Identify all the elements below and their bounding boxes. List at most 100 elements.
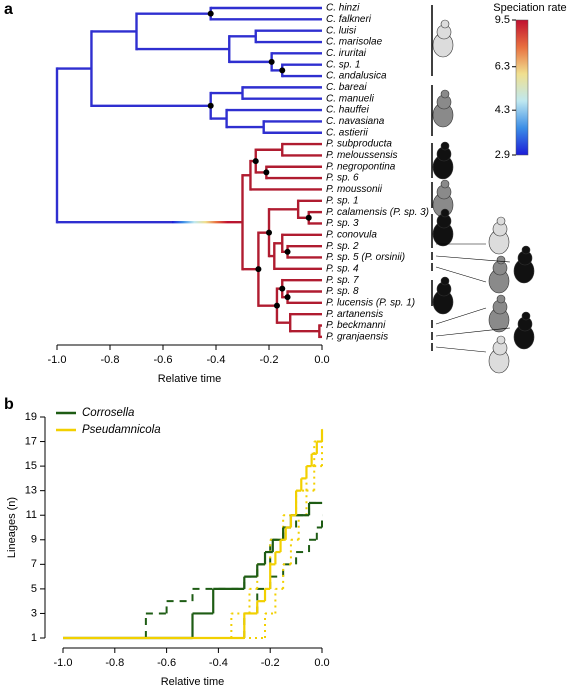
shell-icon <box>488 216 510 255</box>
x-tick-label: -0.2 <box>260 354 279 366</box>
connector <box>435 255 511 263</box>
colorbar-tick-label: 2.9 <box>495 149 510 161</box>
tip-label: P. sp. 1 <box>326 195 359 206</box>
tip-label: P. negropontina <box>326 161 396 172</box>
shell-whorl <box>496 335 506 345</box>
x-tick-label: -1.0 <box>54 657 73 669</box>
shell-icon <box>488 335 510 374</box>
tip-label: C. hauffei <box>326 105 370 116</box>
tip-label: P. lucensis (P. sp. 1) <box>326 297 415 308</box>
x-tick-label: 0.0 <box>314 354 329 366</box>
colorbar-title: Speciation rate <box>493 2 566 14</box>
y-tick-label: 11 <box>26 509 37 521</box>
legend-label: Pseudamnicola <box>82 424 161 436</box>
x-tick-label: -0.8 <box>105 657 124 669</box>
colorbar-tick-label: 6.3 <box>495 61 510 73</box>
y-tick-label: 3 <box>31 607 37 619</box>
shell-icon <box>488 294 510 333</box>
tip-label: C. falkneri <box>326 14 372 25</box>
x-tick-label: -0.2 <box>261 657 280 669</box>
y-tick-label: 15 <box>25 460 37 472</box>
shell-icon <box>432 276 454 315</box>
y-tick-label: 5 <box>31 583 37 595</box>
tip-label: P. granjaensis <box>326 332 388 343</box>
node-support <box>305 214 312 221</box>
node-support <box>273 302 280 309</box>
tip-label: P. beckmanni <box>326 320 386 331</box>
connector <box>435 307 487 325</box>
node-support <box>279 285 286 292</box>
panel-label: a <box>4 1 13 18</box>
tip-label: C. andalusica <box>326 71 387 82</box>
shell-icon <box>513 245 535 284</box>
tip-label: P. sp. 5 (P. orsinii) <box>326 252 405 263</box>
y-tick-label: 1 <box>31 632 37 644</box>
node-support <box>263 169 270 176</box>
node-support <box>252 158 259 165</box>
shell-whorl <box>496 216 506 226</box>
tip-label: P. artanensis <box>326 309 383 320</box>
shell-whorl <box>440 141 450 151</box>
connector <box>435 327 511 337</box>
tip-label: C. sp. 1 <box>326 59 360 70</box>
x-tick-label: -0.6 <box>157 657 176 669</box>
shell-icon <box>432 141 454 180</box>
x-tick-label: 0.0 <box>314 657 329 669</box>
connector <box>435 346 487 353</box>
shell-whorl <box>496 255 506 265</box>
x-tick-label: -1.0 <box>48 354 67 366</box>
shell-whorl <box>440 19 450 29</box>
tip-label: P. meloussensis <box>326 150 398 161</box>
connector <box>435 266 487 283</box>
node-support <box>268 58 275 65</box>
panel-label: b <box>4 396 14 413</box>
shell-icon <box>513 311 535 350</box>
tip-label: C. navasiana <box>326 116 385 127</box>
tip-label: C. bareai <box>326 82 367 93</box>
tip-label: C. astierii <box>326 127 368 138</box>
x-tick-label: -0.8 <box>101 354 120 366</box>
y-tick-label: 7 <box>31 558 37 570</box>
shell-whorl <box>440 89 450 99</box>
shell-icon <box>432 208 454 247</box>
shell-whorl <box>496 294 506 304</box>
tip-label: C. hinzi <box>326 3 360 14</box>
legend-label: Corrosella <box>82 407 134 419</box>
tip-label: C. luisi <box>326 25 357 36</box>
node-support <box>284 294 291 301</box>
shell-whorl <box>521 245 531 255</box>
x-tick-label: -0.4 <box>207 354 226 366</box>
tip-label: P. sp. 8 <box>326 286 359 297</box>
shell-whorl <box>521 311 531 321</box>
tip-label: P. conovula <box>326 229 377 240</box>
colorbar-tick-label: 4.3 <box>495 104 510 116</box>
shell-whorl <box>440 276 450 286</box>
shell-icon <box>432 89 454 128</box>
tip-label: C. manueli <box>326 93 375 104</box>
tip-label: P. sp. 2 <box>326 241 359 252</box>
tip-label: P. sp. 4 <box>326 263 359 274</box>
shell-whorl <box>440 208 450 218</box>
tip-label: C. marisolae <box>326 37 383 48</box>
y-axis-title: Lineages (n) <box>6 497 18 558</box>
tip-label: P. sp. 7 <box>326 275 359 286</box>
x-tick-label: -0.6 <box>154 354 173 366</box>
node-support <box>207 10 214 17</box>
x-axis-title: Relative time <box>158 373 222 385</box>
node-support <box>207 102 214 109</box>
y-tick-label: 17 <box>25 435 37 447</box>
shell-whorl <box>440 179 450 189</box>
colorbar-tick-label: 9.5 <box>495 14 510 26</box>
tip-label: P. moussonii <box>326 184 383 195</box>
x-axis-title: Relative time <box>161 676 225 688</box>
node-support <box>266 229 272 236</box>
tip-label: P. calamensis (P. sp. 3) <box>326 207 429 218</box>
y-tick-label: 9 <box>31 534 37 546</box>
shell-icon <box>432 19 454 58</box>
y-tick-label: 19 <box>25 411 37 423</box>
tip-label: P. sp. 6 <box>326 173 359 184</box>
node-support <box>284 248 291 255</box>
tip-label: C. iruritai <box>326 48 367 59</box>
